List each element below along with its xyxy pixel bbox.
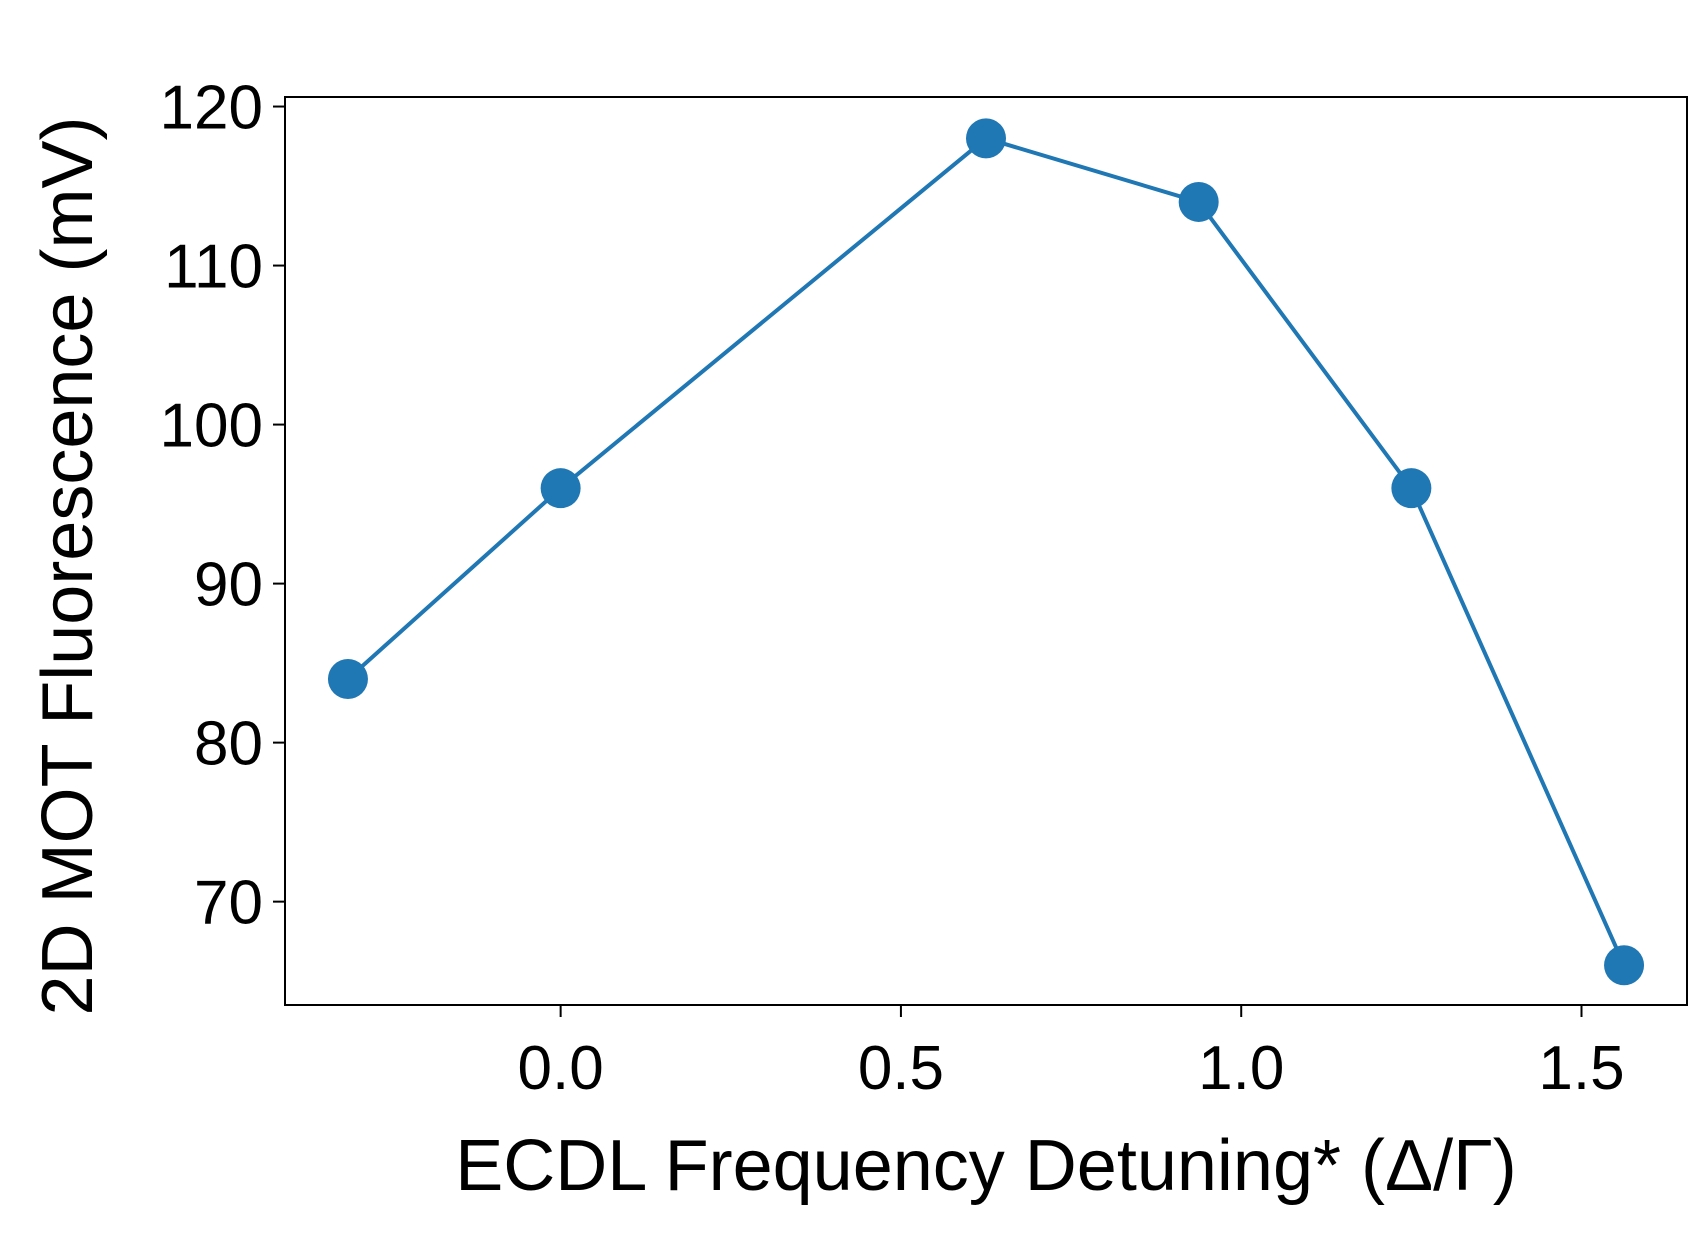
x-tick-label: 1.5 xyxy=(1538,1034,1624,1103)
data-point xyxy=(540,468,581,509)
x-tick-label: 0.5 xyxy=(858,1034,944,1103)
data-point xyxy=(1178,181,1219,222)
y-axis: 70 80 90 100 110 120 xyxy=(160,74,285,938)
x-tick-label: 1.0 xyxy=(1198,1034,1284,1103)
x-axis: 0.0 0.5 1.0 1.5 xyxy=(518,1005,1625,1103)
series-layer xyxy=(327,118,1645,986)
y-tick-label: 120 xyxy=(160,74,263,143)
y-tick-label: 70 xyxy=(194,869,263,938)
y-tick-label: 80 xyxy=(194,710,263,779)
data-point xyxy=(1604,945,1645,986)
data-point xyxy=(966,118,1006,159)
plot-frame xyxy=(284,96,1688,1006)
x-axis-title: ECDL Frequency Detuning* (Δ/Γ) xyxy=(455,1126,1517,1206)
data-point xyxy=(1391,468,1432,509)
y-tick-label: 110 xyxy=(164,233,263,302)
series-line xyxy=(346,136,1626,967)
data-point xyxy=(327,659,368,700)
y-tick-label: 90 xyxy=(194,551,263,620)
plot-area xyxy=(284,96,1688,1006)
x-tick-label: 0.0 xyxy=(518,1034,604,1103)
y-axis-title: 2D MOT Fluorescence (mV) xyxy=(28,117,108,1016)
y-tick-label: 100 xyxy=(160,392,263,461)
